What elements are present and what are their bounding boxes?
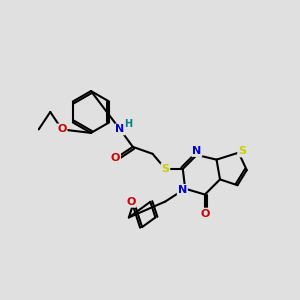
Text: O: O <box>57 124 67 134</box>
Text: S: S <box>161 164 169 174</box>
Text: N: N <box>178 185 187 195</box>
Text: H: H <box>124 119 132 129</box>
Text: N: N <box>116 124 125 134</box>
Text: S: S <box>238 146 246 157</box>
Text: O: O <box>200 208 210 219</box>
Text: O: O <box>126 197 136 207</box>
Text: N: N <box>192 146 201 156</box>
Text: O: O <box>111 154 120 164</box>
